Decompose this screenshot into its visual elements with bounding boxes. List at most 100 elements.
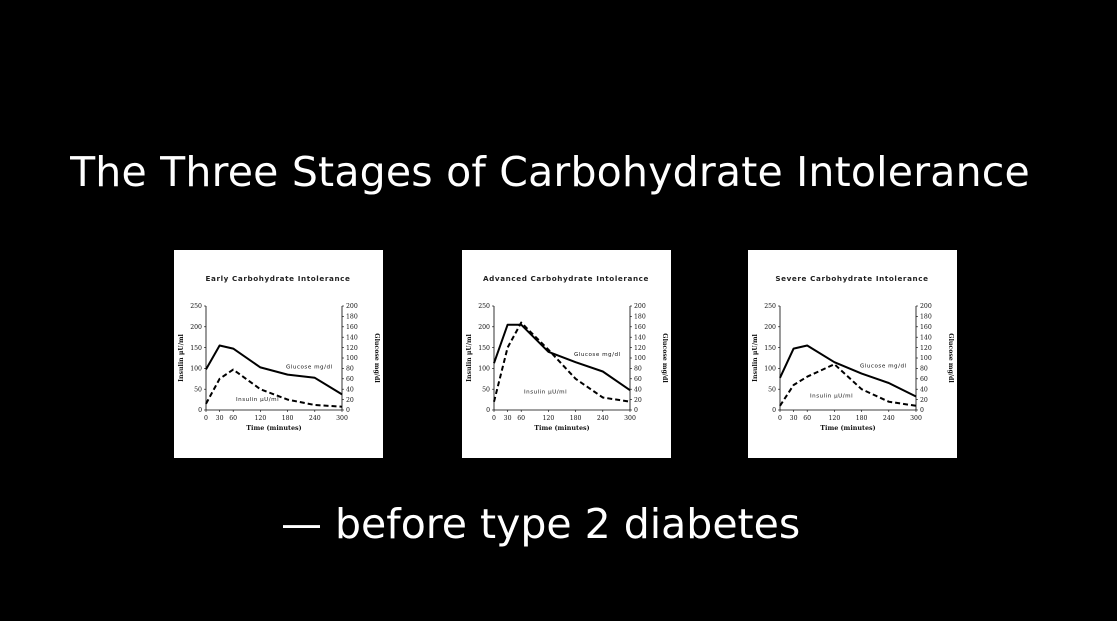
early-y-right-tick-label: 100	[346, 355, 358, 362]
advanced-y-right-tick-label: 100	[634, 355, 646, 362]
early-x-tick-label: 0	[204, 415, 208, 422]
advanced-y-right-axis-label: Glucose mg/dl	[661, 333, 668, 383]
advanced-y-right-tick-label: 60	[634, 376, 642, 383]
advanced-y-left-axis-label: Insulin μU/ml	[466, 333, 473, 381]
severe-chart-title: Severe Carbohydrate Intolerance	[775, 274, 928, 283]
slide-subtitle: — before type 2 diabetes	[281, 500, 801, 548]
advanced-y-left-tick-label: 0	[486, 407, 490, 414]
severe-insulin-line	[779, 363, 917, 407]
early-y-left-tick-label: 200	[190, 324, 202, 331]
advanced-y-right-tick-label: 140	[634, 334, 646, 341]
severe-y-right-tick-label: 60	[920, 376, 928, 383]
early-y-left-tick-label: 100	[190, 366, 202, 373]
advanced-glucose-line	[493, 323, 631, 392]
severe-y-left-tick-label: 0	[772, 407, 776, 414]
advanced-y-left-tick-label: 100	[478, 366, 490, 373]
severe-y-right-tick-label: 0	[920, 407, 924, 414]
severe-x-tick-label: 240	[883, 415, 895, 422]
early-y-right-tick-label: 60	[346, 376, 354, 383]
advanced-x-tick-label: 240	[597, 415, 609, 422]
advanced-y-right-tick-label: 20	[634, 397, 642, 404]
early-y-right-tick-label: 160	[346, 324, 358, 331]
early-insulin-label: Insulin μU/ml	[236, 397, 279, 403]
early-y-left-tick-label: 250	[190, 303, 202, 310]
severe-y-left-tick-label: 50	[768, 386, 776, 393]
early-y-right-tick-label: 140	[346, 334, 358, 341]
advanced-y-left-tick-label: 200	[478, 324, 490, 331]
early-y-right-tick-label: 80	[346, 366, 354, 373]
early-x-axis-label: Time (minutes)	[246, 424, 301, 432]
severe-y-left-axis-label: Insulin μU/ml	[752, 333, 759, 381]
advanced-x-tick-label: 0	[492, 415, 496, 422]
advanced-x-tick-label: 120	[542, 415, 554, 422]
early-y-left-tick-label: 0	[198, 407, 202, 414]
advanced-y-right-tick-label: 180	[634, 314, 646, 321]
advanced-x-tick-label: 180	[570, 415, 582, 422]
severe-x-tick-label: 30	[790, 415, 798, 422]
severe-y-left-tick-label: 150	[764, 345, 776, 352]
chart-early: Early Carbohydrate Intolerance 0 50 100 150 2…	[174, 250, 383, 458]
severe-y-right-tick-label: 100	[920, 355, 932, 362]
early-y-right-tick-label: 0	[346, 407, 350, 414]
early-glucose-line	[205, 344, 343, 396]
advanced-glucose-label: Glucose mg/dl	[574, 352, 621, 358]
advanced-y-right-tick-label: 40	[634, 386, 642, 393]
severe-glucose-label: Glucose mg/dl	[860, 364, 907, 370]
severe-y-right-tick-label: 160	[920, 324, 932, 331]
early-y-right-tick-label: 200	[346, 303, 358, 310]
early-x-tick-label: 60	[229, 415, 237, 422]
severe-x-tick-label: 300	[910, 415, 922, 422]
early-y-right-tick-label: 20	[346, 397, 354, 404]
advanced-y-left-tick-label: 250	[478, 303, 490, 310]
advanced-y-left-tick-label: 150	[478, 345, 490, 352]
chart-severe-svg: Severe Carbohydrate Intolerance 0 50 100 150…	[752, 274, 954, 432]
severe-x-tick-label: 60	[803, 415, 811, 422]
severe-x-axis-label: Time (minutes)	[820, 424, 875, 432]
severe-insulin-label: Insulin μU/ml	[810, 394, 853, 400]
chart-advanced: Advanced Carbohydrate Intolerance 0 50 100 1…	[462, 250, 671, 458]
severe-y-right-tick-label: 200	[920, 303, 932, 310]
early-y-right-tick-label: 180	[346, 314, 358, 321]
advanced-y-right-tick-label: 0	[634, 407, 638, 414]
early-x-tick-label: 240	[309, 415, 321, 422]
severe-glucose-line	[779, 344, 917, 398]
early-x-tick-label: 120	[254, 415, 266, 422]
early-y-left-axis-label: Insulin μU/ml	[178, 333, 185, 381]
early-y-right-tick-label: 120	[346, 345, 358, 352]
severe-x-tick-label: 0	[778, 415, 782, 422]
severe-y-right-tick-label: 20	[920, 397, 928, 404]
advanced-y-right-tick-label: 160	[634, 324, 646, 331]
severe-y-right-tick-label: 180	[920, 314, 932, 321]
severe-y-right-tick-label: 120	[920, 345, 932, 352]
advanced-y-left-tick-label: 50	[482, 386, 490, 393]
advanced-insulin-label: Insulin μU/ml	[524, 390, 567, 396]
advanced-y-right-tick-label: 80	[634, 366, 642, 373]
advanced-insulin-line	[493, 321, 631, 403]
early-glucose-label: Glucose mg/dl	[286, 365, 333, 371]
early-y-right-tick-label: 40	[346, 386, 354, 393]
early-insulin-line	[205, 368, 343, 408]
advanced-x-tick-label: 60	[517, 415, 525, 422]
advanced-x-tick-label: 30	[504, 415, 512, 422]
advanced-x-axis-label: Time (minutes)	[534, 424, 589, 432]
severe-y-left-tick-label: 200	[764, 324, 776, 331]
severe-y-right-tick-label: 40	[920, 386, 928, 393]
early-y-left-tick-label: 50	[194, 386, 202, 393]
chart-advanced-svg: Advanced Carbohydrate Intolerance 0 50 100 1…	[466, 274, 668, 432]
severe-y-right-tick-label: 80	[920, 366, 928, 373]
early-x-tick-label: 30	[216, 415, 224, 422]
severe-x-tick-label: 180	[856, 415, 868, 422]
advanced-chart-title: Advanced Carbohydrate Intolerance	[483, 274, 649, 283]
early-x-tick-label: 180	[282, 415, 294, 422]
severe-x-tick-label: 120	[828, 415, 840, 422]
severe-y-right-axis-label: Glucose mg/dl	[947, 333, 954, 383]
severe-y-right-tick-label: 140	[920, 334, 932, 341]
severe-y-left-tick-label: 250	[764, 303, 776, 310]
early-x-tick-label: 300	[336, 415, 348, 422]
chart-severe: Severe Carbohydrate Intolerance 0 50 100 150…	[748, 250, 957, 458]
chart-early-svg: Early Carbohydrate Intolerance 0 50 100 150 2…	[178, 274, 380, 432]
advanced-x-tick-label: 300	[624, 415, 636, 422]
early-chart-title: Early Carbohydrate Intolerance	[205, 274, 350, 283]
severe-y-left-tick-label: 100	[764, 366, 776, 373]
advanced-y-right-tick-label: 200	[634, 303, 646, 310]
